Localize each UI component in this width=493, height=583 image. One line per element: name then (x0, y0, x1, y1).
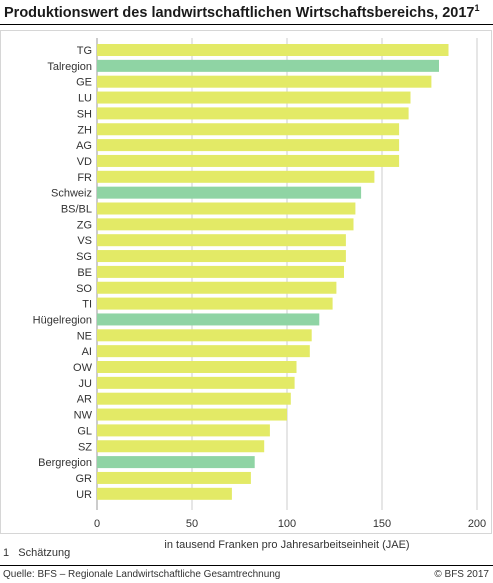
category-label: VD (77, 156, 92, 168)
x-axis-label: in tausend Franken pro Jahresarbeitseinh… (164, 539, 409, 551)
source-note: Quelle: BFS – Regionale Landwirtschaftli… (3, 569, 281, 580)
category-label: ZH (77, 124, 92, 136)
bar-ju (97, 376, 295, 389)
category-label: AR (77, 394, 92, 406)
category-label: GE (76, 77, 92, 89)
category-label: Hügelregion (33, 314, 92, 326)
category-label: GR (76, 473, 93, 485)
footnote: 1 Schätzung (3, 547, 70, 559)
category-label: UR (76, 489, 92, 501)
bar-ti (97, 297, 333, 310)
bar-bergregion (97, 456, 255, 469)
category-labels: TG Talregion GE LU SH ZH AG VD FR Schweiz BS/BL ZG V… (33, 45, 93, 501)
x-tick-label: 200 (468, 518, 486, 530)
bar-fr (97, 170, 375, 183)
bar-sz (97, 440, 265, 453)
category-label: JU (79, 378, 93, 390)
footer-rule (0, 565, 493, 566)
chart-title-text: Produktionswert des landwirtschaftlichen… (4, 4, 475, 21)
x-tick-label: 0 (94, 518, 100, 530)
x-tick-label: 150 (373, 518, 391, 530)
bar-lu (97, 91, 411, 104)
chart-title-footnote-mark: 1 (474, 3, 480, 13)
bar-schweiz (97, 186, 362, 199)
footnote-number: 1 (3, 547, 10, 559)
bar-ur (97, 487, 232, 500)
plot-frame (0, 30, 492, 534)
category-label: LU (78, 93, 92, 105)
category-label: Bergregion (38, 457, 92, 469)
bar-hügelregion (97, 313, 320, 326)
category-label: SH (77, 108, 92, 120)
bar-ne (97, 329, 312, 342)
category-label: TI (82, 299, 92, 311)
category-label: AG (76, 140, 92, 152)
bar-gr (97, 471, 251, 484)
bar-ai (97, 345, 310, 358)
bar-sg (97, 250, 346, 263)
category-label: FR (77, 172, 92, 184)
category-label: ZG (77, 219, 92, 231)
category-label: Talregion (47, 61, 92, 73)
bar-so (97, 281, 337, 294)
bar-ge (97, 75, 432, 88)
category-label: AI (82, 346, 92, 358)
bar-bs-bl (97, 202, 356, 215)
bar-vd (97, 154, 400, 167)
x-tick-labels: 0 50 100 150 200 (94, 518, 486, 530)
bar-vs (97, 234, 346, 247)
bar-ag (97, 139, 400, 152)
category-label: VS (77, 235, 92, 247)
bar-talregion (97, 59, 439, 72)
footnote-text: Schätzung (18, 547, 71, 559)
category-label: NE (77, 330, 92, 342)
bar-nw (97, 408, 287, 421)
chart-title: Produktionswert des landwirtschaftlichen… (4, 3, 492, 21)
bars (97, 44, 449, 500)
category-label: BS/BL (61, 204, 92, 216)
copyright: © BFS 2017 (434, 569, 489, 580)
category-label: NW (74, 410, 93, 422)
category-label: OW (73, 362, 93, 374)
bar-ar (97, 392, 291, 405)
bar-ow (97, 361, 297, 373)
category-label: Schweiz (51, 188, 92, 200)
category-label: BE (77, 267, 92, 279)
category-label: SZ (78, 441, 92, 453)
x-tick-label: 50 (186, 518, 198, 530)
bar-tg (97, 44, 449, 56)
category-label: SO (76, 283, 92, 295)
category-label: TG (77, 45, 92, 57)
bar-gl (97, 424, 270, 437)
category-label: SG (76, 251, 92, 263)
x-tick-label: 100 (278, 518, 296, 530)
bar-zg (97, 218, 354, 231)
category-label: GL (77, 425, 92, 437)
bar-zh (97, 123, 400, 136)
title-rule (0, 24, 493, 25)
bar-sh (97, 107, 409, 120)
bar-be (97, 265, 344, 278)
